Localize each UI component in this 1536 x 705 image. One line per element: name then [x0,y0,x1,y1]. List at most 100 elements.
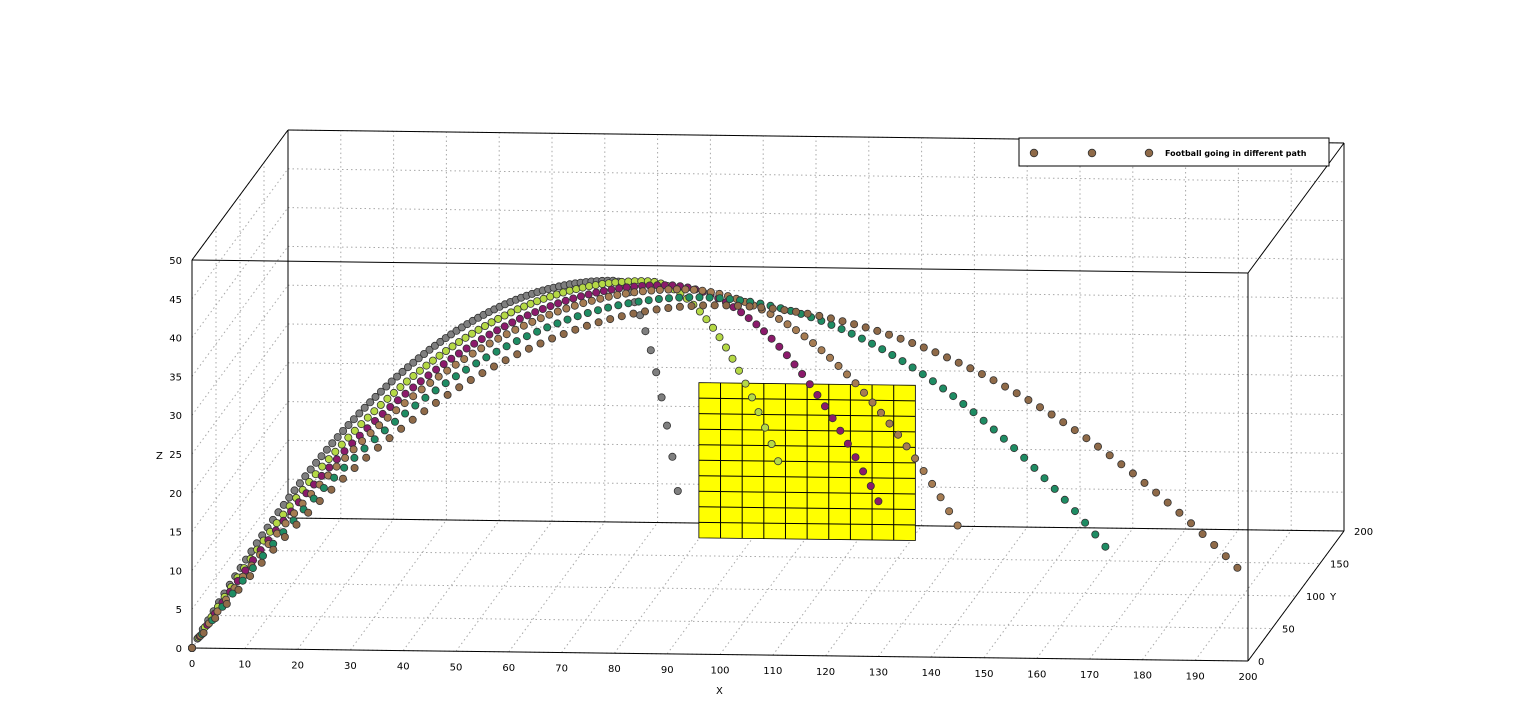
data-point [357,420,366,429]
data-point [1071,507,1080,516]
data-point [748,393,757,402]
data-point [411,401,420,410]
x-tick-label: 80 [608,664,621,675]
grid-line [263,550,1321,564]
data-point [687,301,696,310]
data-point [698,286,707,295]
data-point [885,330,894,339]
data-point [507,308,516,317]
data-point [443,390,452,399]
data-point [500,311,509,320]
data-point [572,285,581,294]
data-point [435,351,444,360]
data-point [317,452,326,461]
y-tick-label: 0 [1258,657,1264,668]
data-point [877,408,886,417]
data-point [332,455,341,464]
data-point [664,285,673,294]
data-point [594,318,603,327]
data-point [402,377,411,386]
data-point [919,343,928,352]
x-tick-label: 110 [763,666,782,677]
data-point [548,334,557,343]
data-point [312,458,321,467]
data-point [908,338,917,347]
data-point [390,417,399,426]
data-point [502,342,511,351]
legend-box [1018,137,1330,167]
data-point [821,402,830,411]
data-point [1024,395,1033,404]
data-point [439,360,448,369]
goal-grid-line [698,444,916,448]
series-2 [187,277,783,653]
x-tick-label: 90 [661,665,674,676]
data-point [338,474,347,483]
data-point [911,454,920,463]
y-axis-label: Y [1329,592,1337,603]
data-point [304,508,313,517]
data-point [1175,508,1184,517]
data-point [798,369,807,378]
data-point [836,426,845,435]
data-point [1020,453,1029,462]
data-point [1140,478,1149,487]
data-point [1101,542,1110,551]
data-point [553,319,562,328]
data-point [959,399,968,408]
data-point [705,293,714,302]
data-point [426,378,435,387]
data-point [238,576,247,585]
x-tick-label: 180 [1133,671,1152,682]
data-point [563,315,572,324]
data-point [607,285,616,294]
x-tick-label: 170 [1080,670,1099,681]
data-point [570,301,579,310]
data-point [826,353,835,362]
data-point [647,286,656,295]
data-point [722,301,731,310]
data-point [1060,495,1069,504]
z-axis-label: Z [156,451,163,462]
data-point [393,396,402,405]
data-point [553,307,562,316]
data-point [578,283,587,292]
data-point [866,481,875,490]
data-point [451,360,460,369]
z-tick-label: 30 [169,411,182,422]
data-point [827,320,836,329]
x-tick-label: 120 [816,667,835,678]
data-point [735,366,744,375]
data-point [828,414,837,423]
x-tick-label: 70 [555,664,568,675]
data-point [528,317,537,326]
data-point [695,307,704,316]
data-point [745,302,754,311]
data-point [1012,389,1021,398]
data-point [199,628,208,637]
data-point [408,415,417,424]
goal-grid-line [698,428,916,433]
data-point [539,294,548,303]
data-point [874,497,883,506]
data-point [468,349,477,358]
data-point [569,294,578,303]
data-point [851,379,860,388]
data-point [487,318,496,327]
data-point [561,296,570,305]
grid-line [613,522,711,654]
data-point [1082,434,1091,443]
goal-rectangle [698,382,916,541]
data-point [258,551,267,560]
goal-grid-line [698,475,916,479]
data-point [621,289,630,298]
data-point [478,369,487,378]
data-point [337,440,346,449]
data-point [919,466,928,475]
data-point [257,558,266,567]
data-point [502,330,511,339]
data-point [638,287,647,296]
goal-grid-line [698,459,916,464]
data-point [409,392,418,401]
data-point [248,564,257,573]
